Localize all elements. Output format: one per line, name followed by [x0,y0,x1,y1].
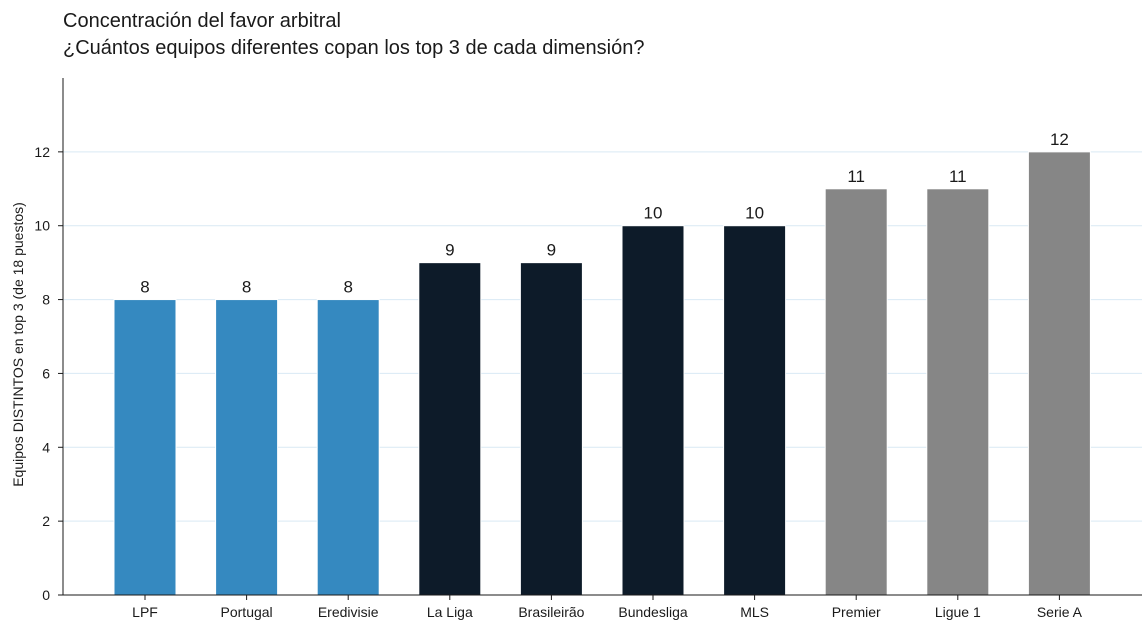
y-tick-labels: 0 2 4 6 8 10 12 [34,144,63,603]
y-tick-label: 2 [42,513,50,529]
bar [723,225,787,596]
bars [113,151,1091,596]
data-label: 9 [445,241,454,260]
x-tick-label: Portugal [221,604,273,620]
data-label: 11 [949,167,967,186]
x-tick-label: Eredivisie [318,604,379,620]
y-tick-label: 12 [34,144,50,160]
x-tick-label: La Liga [427,604,473,620]
data-label: 9 [547,241,556,260]
y-tick-label: 8 [42,292,50,308]
bar [418,262,482,596]
bar [215,299,279,596]
bar [824,188,888,596]
bar [519,262,583,596]
bar [113,299,177,596]
x-tick-label: Ligue 1 [935,604,981,620]
bar [1027,151,1091,596]
bar [316,299,380,596]
x-tick-label: LPF [132,604,158,620]
data-label: 8 [140,278,149,297]
data-label: 8 [242,278,251,297]
x-tick-label: Brasileirão [518,604,584,620]
chart-title-block: Concentración del favor arbitral ¿Cuánto… [63,8,645,62]
y-tick-label: 4 [42,439,50,455]
data-label: 11 [847,167,865,186]
y-tick-label: 10 [34,218,50,234]
bar [926,188,990,596]
x-tick-label: MLS [740,604,769,620]
data-label: 10 [644,204,663,223]
y-tick-label: 6 [42,365,50,381]
data-label: 10 [745,204,764,223]
x-tick-labels: LPF Portugal Eredivisie La Liga Brasileirão B… [132,595,1083,620]
x-tick-label: Premier [832,604,881,620]
y-tick-label: 0 [42,587,50,603]
chart-subtitle: ¿Cuántos equipos diferentes copan los to… [63,37,645,59]
x-tick-label: Serie A [1037,604,1083,620]
axes [62,78,1142,596]
data-labels: 8 8 8 9 9 10 10 11 11 12 [140,130,1069,297]
x-tick-label: Bundesliga [618,604,687,620]
data-label: 12 [1050,130,1069,149]
bar [621,225,685,596]
data-label: 8 [343,278,352,297]
y-axis-label: Equipos DISTINTOS en top 3 (de 18 puesto… [10,202,26,487]
chart-title: Concentración del favor arbitral [63,10,341,32]
